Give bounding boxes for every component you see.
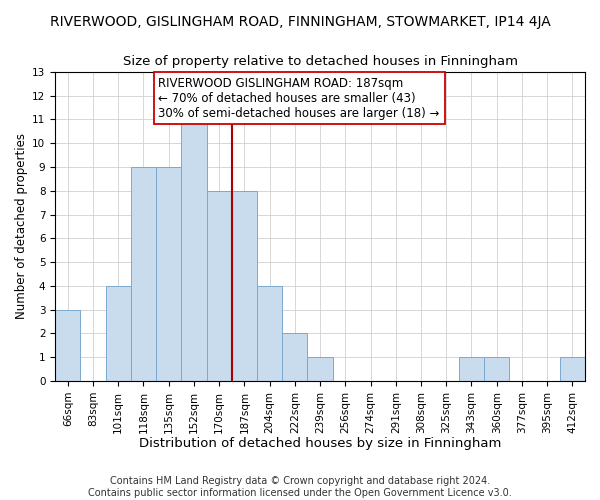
Text: Contains HM Land Registry data © Crown copyright and database right 2024.
Contai: Contains HM Land Registry data © Crown c… xyxy=(88,476,512,498)
Bar xyxy=(282,334,307,381)
Bar xyxy=(181,120,206,381)
Text: RIVERWOOD, GISLINGHAM ROAD, FINNINGHAM, STOWMARKET, IP14 4JA: RIVERWOOD, GISLINGHAM ROAD, FINNINGHAM, … xyxy=(50,15,550,29)
Y-axis label: Number of detached properties: Number of detached properties xyxy=(15,134,28,320)
Bar xyxy=(307,357,332,381)
Bar xyxy=(257,286,282,381)
Title: Size of property relative to detached houses in Finningham: Size of property relative to detached ho… xyxy=(122,55,518,68)
Bar xyxy=(55,310,80,381)
Bar xyxy=(206,191,232,381)
X-axis label: Distribution of detached houses by size in Finningham: Distribution of detached houses by size … xyxy=(139,437,501,450)
Bar xyxy=(232,191,257,381)
Bar xyxy=(131,167,156,381)
Bar xyxy=(560,357,585,381)
Text: RIVERWOOD GISLINGHAM ROAD: 187sqm
← 70% of detached houses are smaller (43)
30% : RIVERWOOD GISLINGHAM ROAD: 187sqm ← 70% … xyxy=(158,76,440,120)
Bar xyxy=(106,286,131,381)
Bar xyxy=(459,357,484,381)
Bar xyxy=(484,357,509,381)
Bar xyxy=(156,167,181,381)
